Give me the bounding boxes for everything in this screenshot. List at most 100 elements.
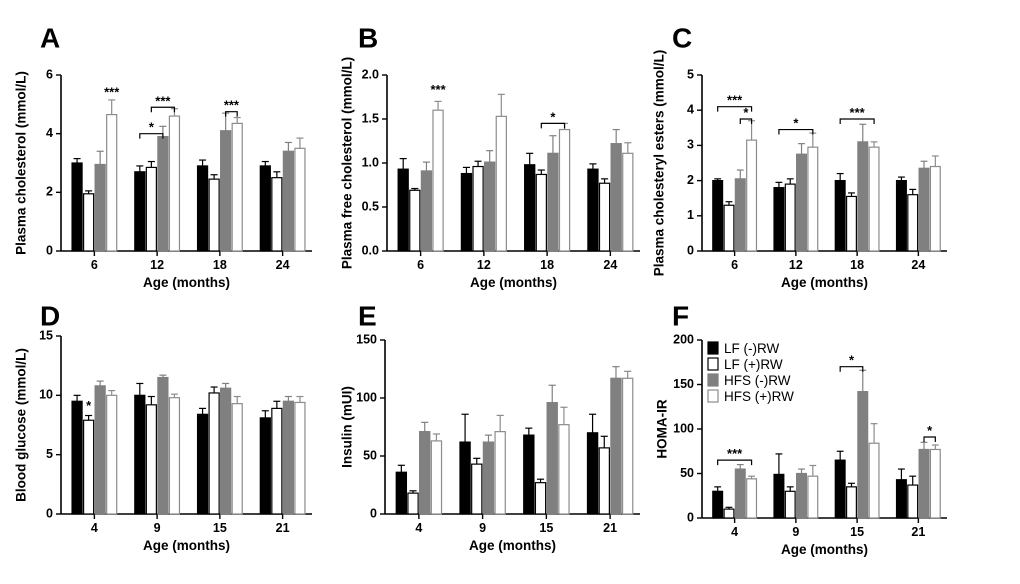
bar-lf-minus-rw — [523, 434, 535, 515]
bar-hfs-plus-rw — [430, 440, 443, 515]
bar-lf-plus-rw — [472, 165, 484, 252]
y-tick-label: 100 — [673, 421, 694, 435]
y-tick-label: 100 — [356, 390, 377, 404]
bar-lf-plus-rw — [145, 404, 157, 515]
bar-hfs-minus-rw — [157, 136, 169, 252]
significance-label: *** — [104, 84, 120, 99]
bar-lf-minus-rw — [397, 168, 409, 252]
bar-lf-minus-rw — [773, 473, 785, 519]
significance-bracket — [225, 111, 238, 117]
bar-lf-minus-rw — [196, 165, 209, 252]
y-axis-title: Blood glucose (mmol/L) — [14, 348, 29, 502]
panel-d: D 0 5 10 15 Blood glucose (mmol/L) 4 9 15 21 Age (… — [14, 300, 312, 553]
significance-bracket — [717, 459, 753, 466]
y-tick-label: 3 — [687, 138, 694, 152]
bar-lf-plus-rw — [598, 447, 610, 515]
y-tick-label: 150 — [673, 377, 694, 391]
x-tick-label: 9 — [792, 525, 799, 539]
bar-lf-minus-rw — [712, 180, 724, 252]
x-tick-label: 18 — [540, 258, 554, 272]
bar-lf-minus-rw — [71, 162, 83, 252]
bar-lf-plus-rw — [534, 482, 547, 515]
bar-hfs-minus-rw — [484, 161, 496, 252]
y-tick-label: 15 — [39, 328, 53, 342]
x-tick-label: 4 — [415, 521, 422, 535]
bar-hfs-minus-rw — [734, 468, 746, 519]
y-tick-label: 4 — [687, 102, 694, 116]
x-tick-label: 21 — [276, 521, 290, 535]
y-axis-title: Plasma cholesterol (mmol/L) — [14, 71, 29, 255]
x-axis-title: Age (months) — [781, 275, 868, 290]
y-axis-title: HOMA-IR — [655, 399, 670, 458]
bar-lf-plus-rw — [271, 177, 283, 252]
panel-letter-b: B — [358, 22, 378, 53]
bar-hfs-plus-rw — [168, 397, 181, 515]
y-tick-label: 50 — [680, 466, 694, 480]
x-axis-title: Age (months) — [143, 275, 230, 290]
x-tick-label: 24 — [276, 258, 290, 272]
x-tick-label: 24 — [911, 258, 925, 272]
bar-hfs-plus-rw — [746, 478, 758, 519]
bar-hfs-plus-rw — [294, 401, 306, 515]
x-tick-label: 21 — [603, 521, 617, 535]
significance-bracket — [739, 118, 753, 124]
legend-swatch-lf-minus-rw — [707, 341, 719, 355]
y-axis-title: Plasma free cholesterol (mmol/L) — [340, 57, 355, 269]
bar-lf-minus-rw — [834, 180, 846, 252]
significance-label: * — [86, 398, 92, 413]
bar-lf-plus-rw — [82, 419, 95, 515]
bar-hfs-minus-rw — [282, 400, 295, 515]
bar-hfs-minus-rw — [734, 178, 746, 252]
significance-label: * — [927, 423, 933, 438]
x-axis-title: Age (months) — [470, 275, 557, 290]
bar-lf-minus-rw — [895, 479, 907, 519]
y-axis-title: Plasma cholesteryl esters (mmol/L) — [652, 50, 667, 277]
x-tick-label: 15 — [213, 521, 227, 535]
bar-hfs-plus-rw — [621, 377, 634, 515]
y-tick-label: 150 — [356, 332, 377, 346]
significance-label: *** — [430, 82, 446, 97]
bar-hfs-plus-rw — [494, 431, 506, 515]
y-tick-label: 5 — [46, 447, 53, 461]
bar-lf-minus-rw — [460, 172, 473, 252]
x-tick-label: 18 — [850, 258, 864, 272]
bar-lf-plus-rw — [845, 195, 857, 252]
x-tick-label: 6 — [731, 258, 738, 272]
x-tick-label: 18 — [213, 258, 227, 272]
bar-lf-plus-rw — [784, 183, 796, 252]
significance-label: * — [793, 116, 799, 131]
bar-lf-plus-rw — [907, 194, 919, 252]
x-axis-title: Age (months) — [469, 538, 556, 553]
y-tick-label: 2 — [46, 185, 53, 199]
bar-hfs-minus-rw — [220, 387, 232, 515]
bar-hfs-plus-rw — [168, 115, 181, 252]
bar-lf-plus-rw — [784, 490, 796, 519]
bar-hfs-minus-rw — [547, 152, 559, 252]
bar-lf-minus-rw — [134, 394, 146, 515]
bar-lf-minus-rw — [395, 471, 408, 515]
bar-hfs-minus-rw — [610, 377, 622, 515]
y-tick-label: 2 — [687, 173, 694, 187]
y-tick-label: 6 — [46, 67, 53, 81]
bar-hfs-minus-rw — [918, 448, 930, 519]
panel-letter-d: D — [40, 300, 60, 331]
y-tick-label: 0 — [46, 506, 53, 520]
bar-hfs-plus-rw — [558, 128, 571, 252]
panel-letter-c: C — [672, 22, 692, 53]
panel-letter-e: E — [358, 300, 377, 331]
bar-hfs-plus-rw — [929, 165, 941, 252]
bar-hfs-plus-rw — [106, 394, 118, 515]
y-tick-label: 5 — [687, 67, 694, 81]
significance-bracket — [839, 118, 875, 124]
bar-hfs-plus-rw — [495, 115, 507, 252]
y-axis-title: Insulin (mUI) — [340, 386, 355, 468]
bar-lf-plus-rw — [145, 166, 157, 252]
x-tick-label: 6 — [91, 258, 98, 272]
bar-lf-plus-rw — [208, 392, 220, 515]
legend-label-lf-minus-rw: LF (-)RW — [724, 341, 779, 356]
y-tick-label: 1.0 — [362, 155, 379, 169]
y-tick-label: 1.5 — [362, 111, 379, 125]
